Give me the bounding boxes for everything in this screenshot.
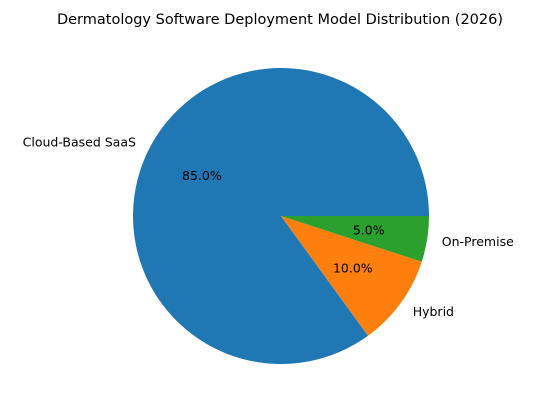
pie-slice-2 xyxy=(281,216,429,262)
slice-category-label: Hybrid xyxy=(413,304,454,319)
slice-percent-label: 5.0% xyxy=(353,222,385,237)
chart-title: Dermatology Software Deployment Model Di… xyxy=(57,12,503,28)
pie-slice-0 xyxy=(133,68,430,365)
slice-percent-label: 10.0% xyxy=(333,261,373,276)
slice-category-label: Cloud-Based SaaS xyxy=(23,135,136,150)
pie-slices xyxy=(133,68,430,365)
pie-slice-1 xyxy=(281,216,422,336)
slice-category-label: On-Premise xyxy=(442,234,514,249)
slice-percent-label: 85.0% xyxy=(182,168,222,183)
pie-labels: 85.0% Cloud-Based SaaS 10.0% Hybrid 5.0% On-P… xyxy=(23,135,514,320)
